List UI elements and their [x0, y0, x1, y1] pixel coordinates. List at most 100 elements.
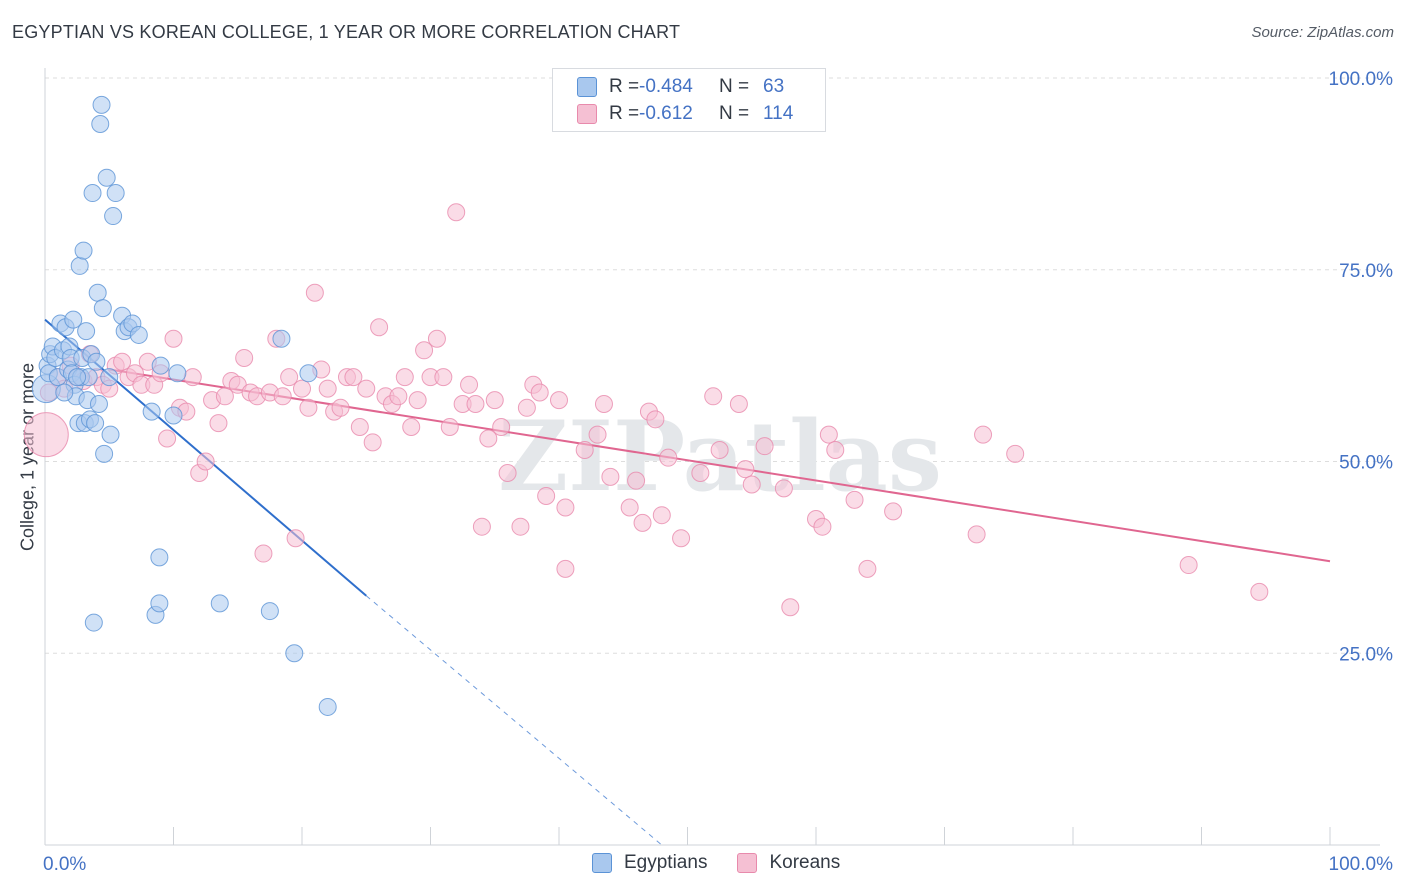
koreans-point [254, 544, 273, 563]
koreans-point [460, 375, 479, 394]
legend-label-koreans: Koreans [769, 852, 841, 873]
n-label: N = [719, 103, 750, 124]
n-label: N = [719, 76, 750, 97]
r-label: R = [609, 76, 640, 97]
koreans-point [402, 417, 421, 436]
x-tick-labels: 0.0% 100.0% [43, 854, 1393, 875]
koreans-point [588, 425, 607, 444]
egyptians-point [210, 594, 229, 613]
koreans-point [1250, 582, 1269, 601]
egyptians-point [104, 207, 123, 226]
koreans-point [627, 471, 646, 490]
koreans-point [235, 348, 254, 367]
egyptians-point [97, 168, 116, 187]
koreans-point [826, 440, 845, 459]
koreans-point [884, 502, 903, 521]
koreans-point [318, 379, 337, 398]
n-value: 63 [763, 76, 785, 97]
koreans-point [363, 433, 382, 452]
koreans-point [273, 387, 292, 406]
koreans-point [556, 559, 575, 578]
koreans-point [659, 448, 678, 467]
egyptians-point [93, 299, 112, 318]
koreans-point [967, 525, 986, 544]
egyptians-point [84, 613, 103, 632]
koreans-point [556, 498, 575, 517]
egyptians-swatch [592, 853, 612, 873]
egyptians-point [88, 283, 107, 302]
koreans-point [466, 394, 485, 413]
koreans-point [1179, 556, 1198, 575]
legend-item-koreans[interactable]: Koreans [737, 852, 840, 874]
egyptians-point [68, 368, 87, 387]
egyptians-point [86, 414, 105, 433]
koreans-point [389, 387, 408, 406]
koreans-point [209, 414, 228, 433]
koreans-point [164, 329, 183, 348]
koreans-point [646, 410, 665, 429]
koreans-point [113, 352, 132, 371]
x-tick-label: 0.0% [43, 854, 86, 875]
r-label: R = [609, 103, 640, 124]
egyptians-point [74, 241, 93, 260]
y-tick-labels: 25.0% 50.0% 75.0% 100.0% [1329, 69, 1394, 665]
koreans-point [704, 387, 723, 406]
koreans-point [537, 487, 556, 506]
koreans-point [652, 506, 671, 525]
egyptians-point [100, 368, 119, 387]
scatter-points [23, 95, 1269, 716]
koreans-point [550, 391, 568, 410]
egyptians-point [129, 325, 148, 344]
y-tick-label: 75.0% [1339, 261, 1393, 282]
koreans-point [331, 398, 350, 417]
r-value: -0.612 [639, 103, 693, 124]
egyptians-point [92, 95, 111, 114]
egyptians-point [101, 425, 120, 444]
koreans-point [492, 417, 511, 436]
koreans-point [408, 391, 427, 410]
egyptians-point [150, 548, 169, 567]
grid-lines [45, 77, 1390, 654]
x-tick-label: 100.0% [1329, 854, 1394, 875]
y-tick-label: 50.0% [1339, 453, 1393, 474]
egyptians-point [299, 364, 318, 383]
egyptians-point [285, 644, 304, 663]
koreans-point [485, 391, 504, 410]
koreans-swatch [737, 853, 758, 873]
egyptians-point [272, 329, 291, 348]
koreans-point [819, 425, 838, 444]
legend-item-egyptians[interactable]: Egyptians [592, 852, 707, 874]
trend-lines [44, 318, 1331, 846]
koreans-point [299, 398, 318, 417]
koreans-point [158, 429, 177, 448]
koreans-point [357, 379, 376, 398]
egyptians-point [106, 184, 125, 203]
koreans-point [845, 490, 864, 509]
koreans-point [472, 517, 491, 536]
koreans-point [742, 475, 761, 494]
egyptians-point [142, 402, 161, 421]
correlation-legend: R = -0.484 N = 63 R = -0.612 N = 114 [552, 68, 826, 132]
koreans-point [344, 368, 363, 387]
koreans-point [601, 467, 620, 486]
koreans-point [427, 329, 446, 348]
egyptians-point [150, 594, 169, 613]
egyptians-point [70, 256, 89, 275]
koreans-point [447, 203, 466, 222]
koreans-point [575, 440, 594, 459]
series-legend: Egyptians Koreans [592, 852, 870, 874]
egyptians-trend-extension [365, 595, 663, 846]
egyptians-point [83, 184, 102, 203]
koreans-point [774, 479, 793, 498]
koreans-point [350, 417, 369, 436]
koreans-point [594, 394, 613, 413]
koreans-point [23, 412, 69, 458]
egyptians-point [89, 394, 108, 413]
egyptians-point [260, 602, 279, 621]
koreans-point [633, 513, 652, 532]
koreans-point [620, 498, 639, 517]
koreans-point [395, 368, 414, 387]
koreans-point [196, 452, 215, 471]
egyptians-point [151, 356, 170, 375]
koreans-point [781, 598, 800, 617]
